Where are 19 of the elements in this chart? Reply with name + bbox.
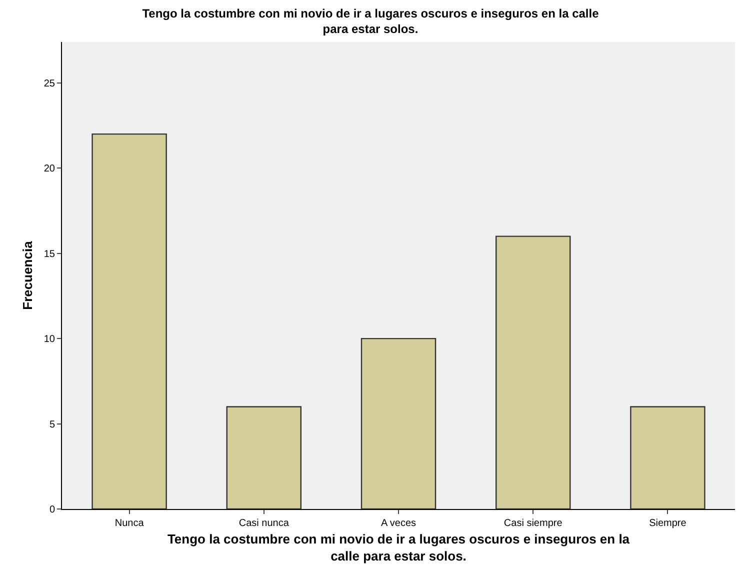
x-axis-title: Tengo la costumbre con mi novio de ir a lugares oscuros e inseguros en la calle para estar solos.	[167, 532, 630, 564]
y-axis-title: Frecuencia	[20, 240, 35, 310]
x-tick-label: Siempre	[649, 518, 687, 529]
y-tick-label: 20	[44, 164, 56, 175]
x-tick-label: Casi siempre	[504, 518, 563, 529]
x-tick-label: Nunca	[114, 518, 144, 529]
y-tick-label: 5	[49, 419, 56, 430]
y-tick-label: 15	[44, 248, 56, 260]
bar	[495, 236, 571, 509]
x-tick-label: A veces	[380, 518, 416, 529]
y-tick-label: 10	[44, 334, 56, 346]
chart-title: Tengo la costumbre con mi novio de ir a lugares oscuros e inseguros en la calle para estar solos.	[142, 6, 600, 36]
bar	[92, 133, 167, 509]
y-tick-label: 25	[44, 78, 56, 90]
bar	[630, 406, 706, 509]
x-tick-label: Casi nunca	[238, 518, 290, 529]
bar	[226, 406, 302, 509]
bar	[360, 338, 436, 509]
y-tick-label: 0	[49, 504, 56, 516]
